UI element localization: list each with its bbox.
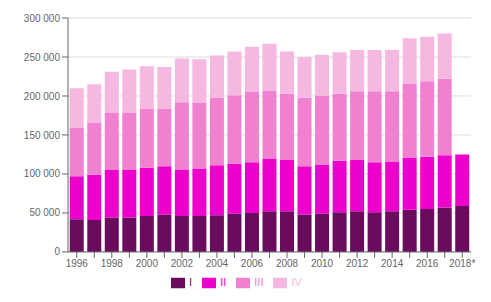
svg-text:150 000: 150 000 (24, 130, 61, 141)
html-text:IV: IV (291, 275, 302, 288)
svg-text:1996: 1996 (66, 258, 89, 269)
svg-text:0: 0 (54, 246, 60, 257)
svg-text:2002: 2002 (171, 258, 194, 269)
svg-text:2016: 2016 (416, 258, 439, 269)
html-text:I: I (189, 275, 193, 288)
svg-text:300 000: 300 000 (24, 13, 61, 24)
svg-text:2000: 2000 (136, 258, 159, 269)
svg-text:2004: 2004 (206, 258, 229, 269)
svg-text:2008: 2008 (276, 258, 299, 269)
svg-text:2006: 2006 (241, 258, 264, 269)
svg-text:2012: 2012 (346, 258, 369, 269)
svg-text:50 000: 50 000 (29, 207, 60, 218)
svg-text:1998: 1998 (101, 258, 124, 269)
html-text:III: III (254, 275, 264, 288)
svg-text:2018*: 2018* (449, 258, 475, 269)
html-text:II: II (220, 275, 227, 288)
svg-text:200 000: 200 000 (24, 91, 61, 102)
svg-text:250 000: 250 000 (24, 52, 61, 63)
svg-text:100 000: 100 000 (24, 168, 61, 179)
svg-text:2014: 2014 (381, 258, 404, 269)
svg-text:2010: 2010 (311, 258, 334, 269)
